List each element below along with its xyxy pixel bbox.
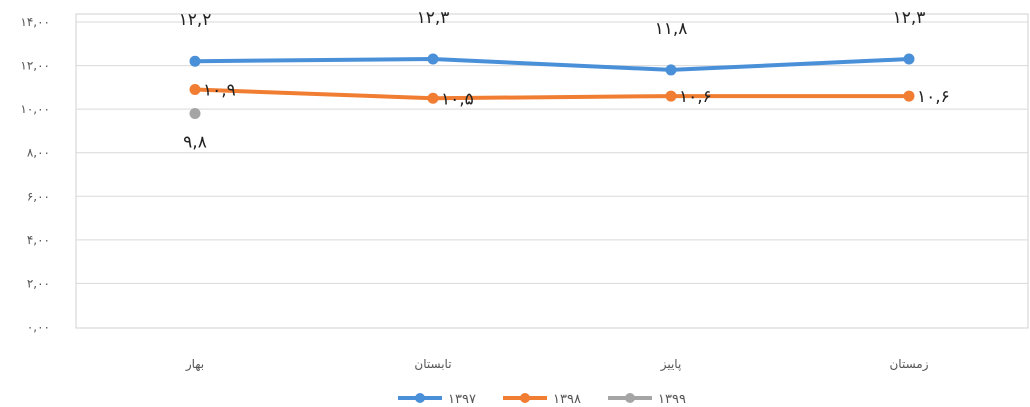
data-point xyxy=(427,92,439,104)
y-axis: ۰,۰۰ ۲,۰۰ ۴,۰۰ ۶,۰۰ ۸,۰۰ ۱۰,۰۰ ۱۲,۰۰ ۱۴,۰۰ xyxy=(20,15,50,334)
legend: ۱۳۹۷ ۱۳۹۸ ۱۳۹۹ xyxy=(398,392,686,407)
legend-marker xyxy=(520,393,530,403)
series-points xyxy=(189,53,915,119)
data-point xyxy=(189,55,201,67)
legend-label: ۱۳۹۸ xyxy=(553,392,581,407)
y-tick-label: ۲,۰۰ xyxy=(27,276,50,290)
data-labels: ۱۲,۲ ۱۲,۳ ۱۱,۸ ۱۲,۳ ۱۰,۹ ۱۰,۵ ۱۰,۶ ۱۰,۶ ۹,۸ xyxy=(179,8,950,152)
data-label: ۱۱,۸ xyxy=(655,19,688,39)
legend-marker xyxy=(415,393,425,403)
plot-area-frame xyxy=(75,13,1029,329)
y-tick-label: ۶,۰۰ xyxy=(27,189,50,203)
y-tick-label: ۰,۰۰ xyxy=(27,320,50,334)
legend-label: ۱۳۹۹ xyxy=(658,392,686,407)
data-label: ۱۲,۲ xyxy=(179,10,212,30)
data-label: ۱۰,۹ xyxy=(203,81,236,101)
data-point xyxy=(189,84,201,96)
data-label: ۹,۸ xyxy=(183,133,207,153)
y-tick-label: ۱۲,۰۰ xyxy=(20,59,50,73)
x-tick-label: پاییز xyxy=(660,357,682,372)
y-tick-label: ۱۰,۰۰ xyxy=(20,102,50,116)
data-point xyxy=(903,53,915,65)
x-tick-label: تابستان xyxy=(414,357,451,371)
legend-label: ۱۳۹۷ xyxy=(448,392,476,407)
x-tick-label: بهار xyxy=(185,357,204,372)
data-label: ۱۰,۵ xyxy=(441,89,474,109)
gridlines xyxy=(76,21,1028,284)
y-tick-label: ۴,۰۰ xyxy=(27,233,50,247)
data-point xyxy=(665,64,677,76)
y-tick-label: ۸,۰۰ xyxy=(27,146,50,160)
data-point xyxy=(427,53,439,65)
data-point xyxy=(903,90,915,102)
x-tick-label: زمستان xyxy=(889,357,928,372)
data-point xyxy=(665,90,677,102)
series-line xyxy=(193,87,911,101)
data-label: ۱۲,۳ xyxy=(417,8,450,28)
legend-marker xyxy=(625,393,635,403)
data-label: ۱۰,۶ xyxy=(679,87,712,107)
series-lines xyxy=(193,57,911,101)
x-axis: بهار تابستان پاییز زمستان xyxy=(185,357,929,372)
y-tick-label: ۱۴,۰۰ xyxy=(20,15,50,29)
data-label: ۱۲,۳ xyxy=(893,8,926,28)
series-line xyxy=(193,57,911,72)
data-point xyxy=(189,108,201,119)
data-label: ۱۰,۶ xyxy=(917,87,950,107)
